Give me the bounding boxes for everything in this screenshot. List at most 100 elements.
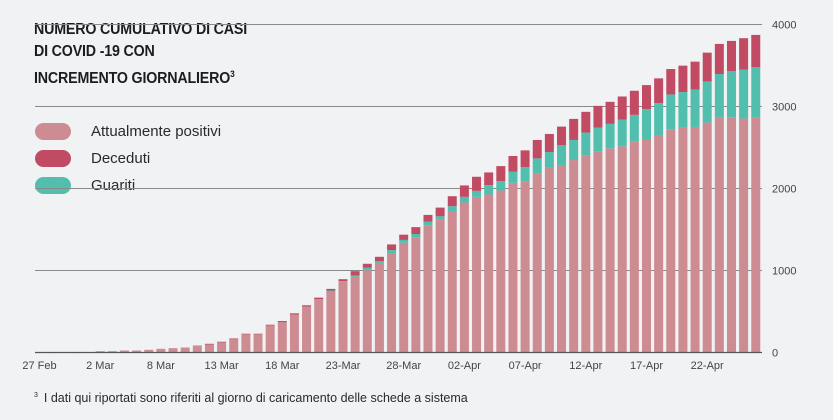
- bar-deceduti: [605, 101, 615, 124]
- bar-attualmente-positivi: [447, 211, 457, 353]
- x-tick-label: 07-Apr: [509, 360, 542, 372]
- footnote-number: 3: [34, 391, 38, 399]
- bar-attualmente-positivi: [642, 139, 651, 353]
- bar-attualmente-positivi: [119, 350, 129, 353]
- bar-deceduti: [484, 172, 494, 186]
- bar-deceduti: [654, 78, 664, 104]
- bar-guariti: [338, 281, 348, 282]
- bar-attualmente-positivi: [496, 190, 506, 353]
- bar-deceduti: [204, 343, 214, 345]
- bar-deceduti: [544, 133, 554, 153]
- bar-attualmente-positivi: [217, 342, 227, 353]
- bar-attualmente-positivi: [593, 151, 603, 353]
- bar-deceduti: [702, 52, 712, 82]
- bar-guariti: [496, 181, 506, 191]
- bar-guariti: [726, 70, 736, 118]
- bar-attualmente-positivi: [180, 347, 190, 353]
- title-line-1: NUMERO CUMULATIVO DI CASI: [34, 21, 247, 38]
- bar-guariti: [435, 216, 445, 220]
- bar-guariti: [654, 103, 664, 136]
- bar-deceduti: [217, 341, 227, 343]
- title-line-3: INCREMENTO GIORNALIERO3: [34, 69, 235, 88]
- bar-deceduti: [435, 207, 445, 217]
- bar-deceduti: [751, 34, 761, 68]
- bar-attualmente-positivi: [411, 237, 421, 353]
- bar-deceduti: [739, 38, 749, 70]
- bar-attualmente-positivi: [374, 263, 384, 353]
- title-line-2: DI COVID -19 CON: [34, 43, 155, 60]
- bar-guariti: [739, 69, 749, 119]
- bar-deceduti: [726, 40, 736, 71]
- legend-item-deceduti: Deceduti: [35, 145, 221, 172]
- y-tick-label: 4000: [772, 20, 796, 32]
- y-tick-label: 1000: [772, 266, 796, 278]
- y-tick-label: 3000: [772, 102, 796, 114]
- bar-guariti: [557, 145, 567, 166]
- bar-attualmente-positivi: [666, 129, 676, 353]
- bar-attualmente-positivi: [423, 225, 433, 353]
- bar-deceduti: [289, 313, 299, 315]
- bar-guariti: [569, 139, 579, 161]
- bar-attualmente-positivi: [338, 281, 348, 353]
- bar-deceduti: [629, 90, 639, 115]
- bar-attualmente-positivi: [751, 117, 761, 353]
- bar-attualmente-positivi: [459, 202, 469, 353]
- bar-attualmente-positivi: [302, 306, 312, 353]
- bar-guariti: [447, 206, 457, 212]
- bar-deceduti: [447, 196, 457, 207]
- bar-deceduti: [714, 43, 724, 75]
- bar-guariti: [532, 158, 542, 174]
- bar-guariti: [508, 171, 518, 183]
- bar-attualmente-positivi: [132, 350, 142, 353]
- bar-deceduti: [569, 118, 579, 140]
- bar-attualmente-positivi: [399, 242, 409, 353]
- legend-item-guariti: Guariti: [35, 172, 221, 199]
- x-tick-label: 28-Mar: [386, 360, 421, 372]
- bar-attualmente-positivi: [253, 334, 263, 353]
- bar-guariti: [459, 196, 469, 203]
- bar-deceduti: [399, 234, 409, 240]
- x-tick-label: 8 Mar: [147, 360, 175, 372]
- bar-attualmente-positivi: [277, 321, 287, 353]
- bar-deceduti: [459, 185, 469, 197]
- bar-deceduti: [678, 65, 688, 93]
- bar-attualmente-positivi: [654, 135, 664, 353]
- bar-deceduti: [241, 333, 251, 335]
- bar-attualmente-positivi: [204, 343, 214, 353]
- bar-attualmente-positivi: [714, 116, 724, 353]
- bar-guariti: [581, 132, 591, 156]
- bar-deceduti: [374, 256, 384, 262]
- bar-attualmente-positivi: [362, 270, 372, 353]
- bar-attualmente-positivi: [726, 117, 736, 353]
- bar-guariti: [617, 119, 627, 147]
- x-tick-label: 23-Mar: [326, 360, 361, 372]
- footnote-text: I dati qui riportati sono riferiti al gi…: [43, 391, 468, 405]
- legend-label: Deceduti: [91, 150, 151, 167]
- bar-attualmente-positivi: [690, 126, 700, 353]
- bar-deceduti: [387, 244, 397, 251]
- x-tick-label: 2 Mar: [86, 360, 114, 372]
- bar-deceduti: [326, 288, 336, 291]
- x-tick-label: 17-Apr: [630, 360, 663, 372]
- bar-deceduti: [423, 214, 433, 222]
- bar-guariti: [350, 275, 360, 277]
- bar-deceduti: [265, 324, 275, 326]
- bar-attualmente-positivi: [241, 334, 251, 353]
- bar-guariti: [593, 127, 603, 152]
- bar-attualmente-positivi: [739, 118, 749, 353]
- bar-attualmente-positivi: [532, 173, 542, 353]
- bar-deceduti: [362, 263, 372, 268]
- bar-guariti: [702, 81, 712, 123]
- footnote: 3 I dati qui riportati sono riferiti al g…: [34, 391, 468, 405]
- bar-attualmente-positivi: [229, 338, 239, 353]
- bar-guariti: [374, 261, 384, 264]
- bar-attualmente-positivi: [544, 167, 554, 353]
- legend-swatch-positivi: [35, 123, 71, 140]
- x-tick-label: 13 Mar: [204, 360, 239, 372]
- bar-attualmente-positivi: [265, 325, 275, 353]
- bar-attualmente-positivi: [435, 219, 445, 353]
- bar-guariti: [387, 250, 397, 254]
- footnote-mark: 3: [230, 69, 235, 79]
- legend: Attualmente positivi Deceduti Guariti: [35, 118, 221, 199]
